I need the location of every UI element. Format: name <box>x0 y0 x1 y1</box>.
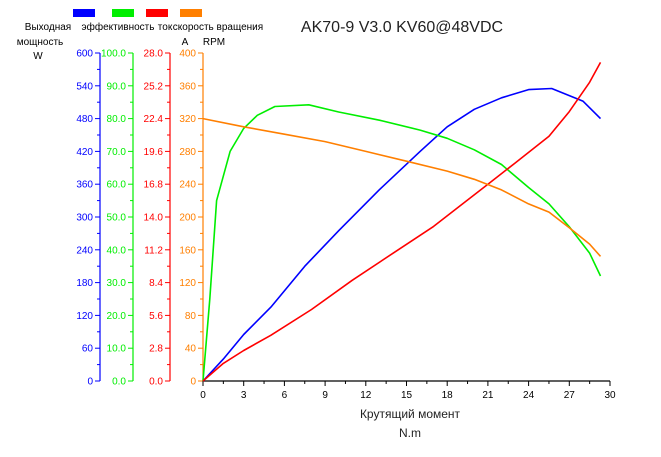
y-tick-label-power: 540 <box>76 81 93 92</box>
y-tick-label-eff: 30.0 <box>107 278 127 289</box>
y-tick-label-current: 14.0 <box>144 213 164 224</box>
y-tick-label-power: 600 <box>76 49 93 60</box>
y-tick-label-power: 180 <box>76 278 93 289</box>
y-tick-label-power: 0 <box>87 377 93 388</box>
y-tick-label-speed: 200 <box>179 213 196 224</box>
x-tick-label: 18 <box>442 390 454 401</box>
legend-swatch-power <box>73 9 95 17</box>
y-tick-label-power: 480 <box>76 114 93 125</box>
y-tick-label-power: 120 <box>76 311 93 322</box>
y-tick-label-speed: 240 <box>179 180 196 191</box>
series-line-power <box>202 87 602 382</box>
y-tick-label-eff: 50.0 <box>107 213 127 224</box>
x-tick-label: 21 <box>482 390 494 401</box>
legend-swatch-speed <box>180 9 202 17</box>
y-tick-label-eff: 40.0 <box>107 245 127 256</box>
legend-unit-power: W <box>33 51 43 62</box>
y-tick-label-eff: 70.0 <box>107 147 127 158</box>
x-tick-label: 9 <box>322 390 328 401</box>
legend-swatch-current <box>146 9 168 17</box>
y-axis-eff: 0.0 10.0 20.0 30.0 40.0 50.0 60.0 70.0 80.0 90.0 1… <box>101 49 134 388</box>
legend-label-eff: эффективность <box>82 21 155 33</box>
y-tick-label-power: 300 <box>76 213 93 224</box>
y-tick-label-eff: 20.0 <box>107 311 127 322</box>
legend-swatch-eff <box>112 9 134 17</box>
series-group <box>202 62 602 382</box>
x-tick-label: 27 <box>564 390 576 401</box>
y-tick-label-power: 420 <box>76 147 93 158</box>
y-tick-label-eff: 100.0 <box>101 49 126 60</box>
y-axis-power: 0 60 120 180 240 300 360 420 480 540 600 <box>76 49 101 388</box>
y-tick-label-current: 8.4 <box>149 278 163 289</box>
legend-label-power: Выходная <box>25 22 71 33</box>
y-axes: 0 60 120 180 240 300 360 420 480 540 600 0.0 10.0 20.… <box>76 49 204 388</box>
x-tick-label: 24 <box>523 390 535 401</box>
y-tick-label-speed: 80 <box>185 311 197 322</box>
y-tick-label-power: 240 <box>76 245 93 256</box>
legend-label-power-line2: мощность <box>17 37 64 48</box>
y-tick-label-speed: 120 <box>179 278 196 289</box>
y-tick-label-speed: 0 <box>190 377 196 388</box>
x-tick-label: 6 <box>282 390 288 401</box>
y-axis-speed: 0 40 80 120 160 200 240 280 320 360 400 <box>179 49 204 388</box>
legend-label-current: ток <box>158 22 173 33</box>
y-tick-label-current: 16.8 <box>144 180 164 191</box>
y-tick-label-current: 5.6 <box>149 311 163 322</box>
y-tick-label-eff: 80.0 <box>107 114 127 125</box>
x-tick-label: 15 <box>401 390 413 401</box>
x-axis-unit: N.m <box>399 426 421 440</box>
x-axis-label: Крутящий момент <box>360 407 461 421</box>
y-tick-label-speed: 280 <box>179 147 196 158</box>
chart-title: AK70-9 V3.0 KV60@48VDC <box>301 19 503 36</box>
series-line-eff <box>202 104 602 382</box>
y-tick-label-current: 22.4 <box>144 114 164 125</box>
y-tick-label-power: 360 <box>76 180 93 191</box>
y-tick-label-eff: 10.0 <box>107 344 127 355</box>
y-tick-label-current: 25.2 <box>144 81 164 92</box>
y-tick-label-current: 2.8 <box>149 344 163 355</box>
y-tick-label-speed: 400 <box>179 49 196 60</box>
x-tick-label: 0 <box>200 390 206 401</box>
y-tick-label-speed: 320 <box>179 114 196 125</box>
legend-unit-speed: RPM <box>203 37 225 48</box>
series-line-speed <box>202 117 602 257</box>
y-tick-label-speed: 160 <box>179 245 196 256</box>
x-tick-label: 12 <box>360 390 372 401</box>
y-tick-label-current: 28.0 <box>144 49 164 60</box>
y-tick-label-power: 60 <box>82 344 94 355</box>
y-tick-label-speed: 360 <box>179 81 196 92</box>
y-tick-label-eff: 0.0 <box>112 377 126 388</box>
x-tick-label: 3 <box>241 390 247 401</box>
y-tick-label-eff: 60.0 <box>107 180 127 191</box>
y-tick-label-current: 19.6 <box>144 147 164 158</box>
y-tick-label-speed: 40 <box>185 344 197 355</box>
legend-unit-current: A <box>182 37 189 48</box>
series-line-current <box>202 62 602 382</box>
legend-label-speed: скорость вращения <box>173 22 263 33</box>
x-axis: 0 3 6 9 12 15 18 21 24 27 30 <box>200 380 616 401</box>
y-axis-current: 0.0 2.8 5.6 8.4 11.2 14.0 16.8 19.6 22.4 25.2 28.0 <box>144 49 171 388</box>
y-tick-label-current: 0.0 <box>149 377 163 388</box>
y-tick-label-eff: 90.0 <box>107 81 127 92</box>
x-tick-label: 30 <box>604 390 616 401</box>
y-tick-label-current: 11.2 <box>144 245 163 256</box>
